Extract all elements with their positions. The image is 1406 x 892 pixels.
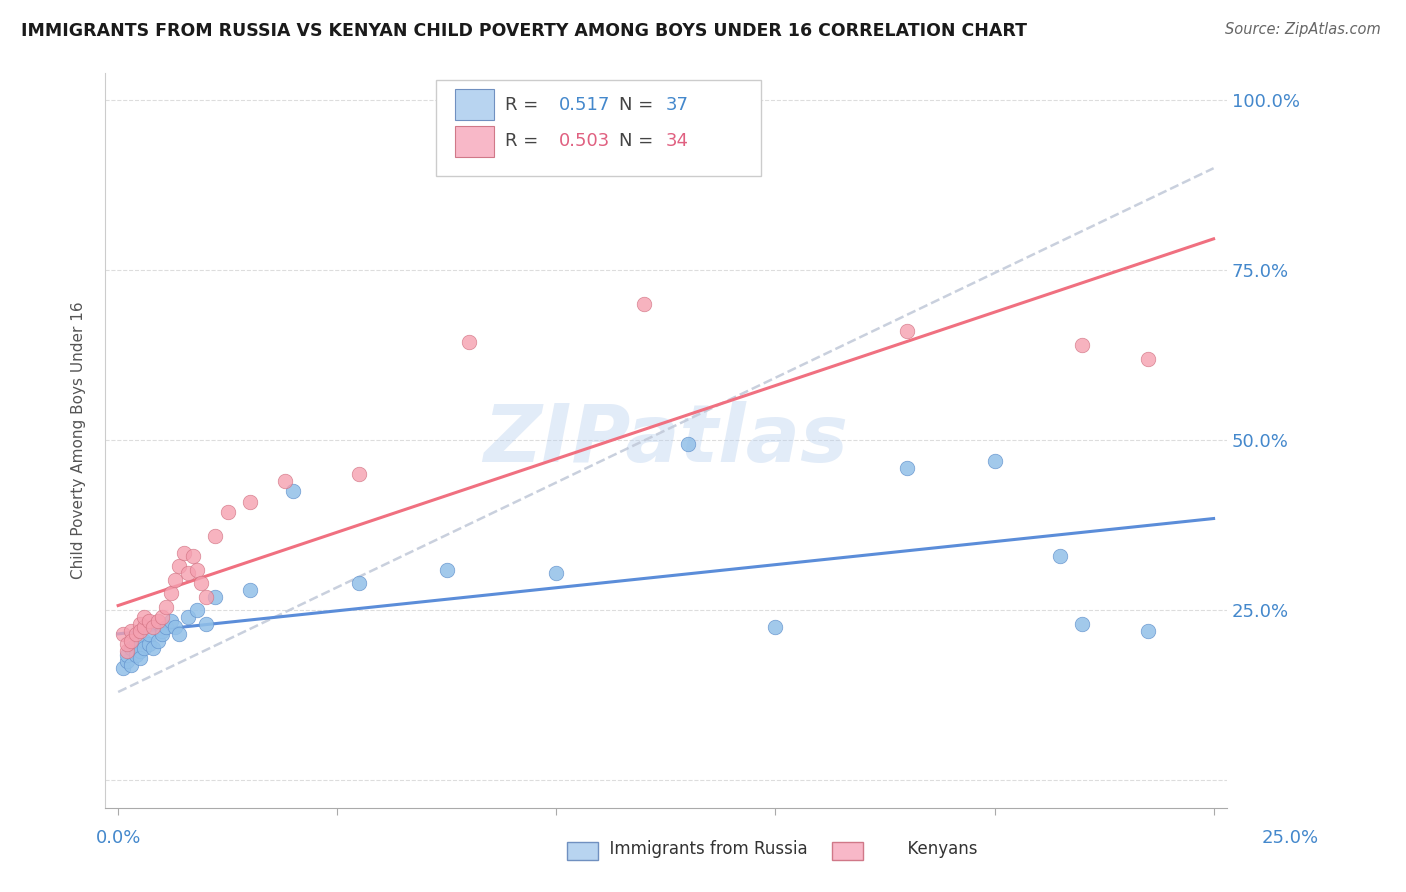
Text: 25.0%: 25.0% (1261, 830, 1319, 847)
FancyBboxPatch shape (456, 89, 495, 120)
Point (457, 334, 479, 349)
Point (159, 586, 181, 600)
Point (546, 566, 568, 580)
Point (120, 657, 142, 672)
Text: 0.0%: 0.0% (96, 830, 141, 847)
Point (146, 634, 169, 648)
Point (134, 620, 156, 634)
Point (155, 620, 177, 634)
Point (138, 627, 160, 641)
Point (983, 453, 1005, 467)
Text: Source: ZipAtlas.com: Source: ZipAtlas.com (1225, 22, 1381, 37)
Point (134, 634, 156, 648)
Point (142, 620, 165, 634)
Point (150, 610, 173, 624)
Text: R =: R = (506, 95, 544, 113)
Point (169, 559, 191, 574)
Point (1136, 624, 1159, 638)
Point (134, 610, 156, 624)
Point (896, 460, 918, 475)
FancyBboxPatch shape (456, 126, 495, 157)
Point (194, 617, 217, 632)
Text: Kenyans: Kenyans (897, 840, 977, 858)
Text: N =: N = (619, 132, 659, 150)
Point (173, 545, 195, 559)
FancyBboxPatch shape (436, 80, 761, 176)
Text: N =: N = (619, 95, 659, 113)
Point (194, 590, 217, 604)
Point (204, 528, 226, 542)
Point (217, 505, 239, 519)
Point (129, 617, 152, 632)
Point (186, 603, 208, 617)
Point (111, 627, 134, 641)
Point (115, 637, 138, 651)
Point (283, 484, 305, 499)
Point (124, 648, 146, 662)
Point (146, 614, 169, 628)
Point (1071, 338, 1094, 352)
Point (1136, 351, 1159, 366)
Point (142, 640, 165, 655)
Point (1049, 549, 1071, 563)
Point (896, 325, 918, 339)
Point (239, 582, 262, 597)
Point (190, 576, 212, 591)
Point (120, 634, 142, 648)
Point (165, 620, 187, 634)
Point (150, 627, 173, 641)
Point (124, 627, 146, 641)
Point (347, 576, 370, 591)
Text: 0.503: 0.503 (560, 132, 610, 150)
Point (138, 614, 160, 628)
Text: R =: R = (506, 132, 544, 150)
Point (436, 562, 458, 576)
Point (124, 637, 146, 651)
Point (1071, 617, 1094, 632)
Text: IMMIGRANTS FROM RUSSIA VS KENYAN CHILD POVERTY AMONG BOYS UNDER 16 CORRELATION C: IMMIGRANTS FROM RUSSIA VS KENYAN CHILD P… (21, 22, 1028, 40)
Point (169, 627, 191, 641)
Point (676, 436, 699, 450)
Point (115, 654, 138, 668)
Point (134, 640, 156, 655)
Point (239, 494, 262, 508)
Point (150, 624, 173, 638)
Point (120, 640, 142, 655)
Point (633, 297, 655, 311)
Text: ZIPatlas: ZIPatlas (484, 401, 848, 479)
Point (111, 661, 134, 675)
Point (181, 549, 204, 563)
Text: 37: 37 (666, 95, 689, 113)
Point (138, 637, 160, 651)
Point (155, 599, 177, 614)
Point (159, 614, 181, 628)
Text: Immigrants from Russia: Immigrants from Russia (599, 840, 807, 858)
Text: 0.517: 0.517 (560, 95, 610, 113)
Point (129, 651, 152, 665)
Point (115, 644, 138, 658)
Point (177, 566, 200, 580)
Point (115, 648, 138, 662)
Y-axis label: Child Poverty Among Boys Under 16: Child Poverty Among Boys Under 16 (72, 301, 86, 579)
Point (177, 610, 200, 624)
Point (347, 467, 370, 482)
Point (273, 474, 295, 488)
Point (129, 644, 152, 658)
Point (765, 620, 787, 634)
Point (129, 624, 152, 638)
Point (186, 562, 208, 576)
Point (120, 624, 142, 638)
Point (204, 590, 226, 604)
Point (165, 573, 187, 587)
Text: 34: 34 (666, 132, 689, 150)
